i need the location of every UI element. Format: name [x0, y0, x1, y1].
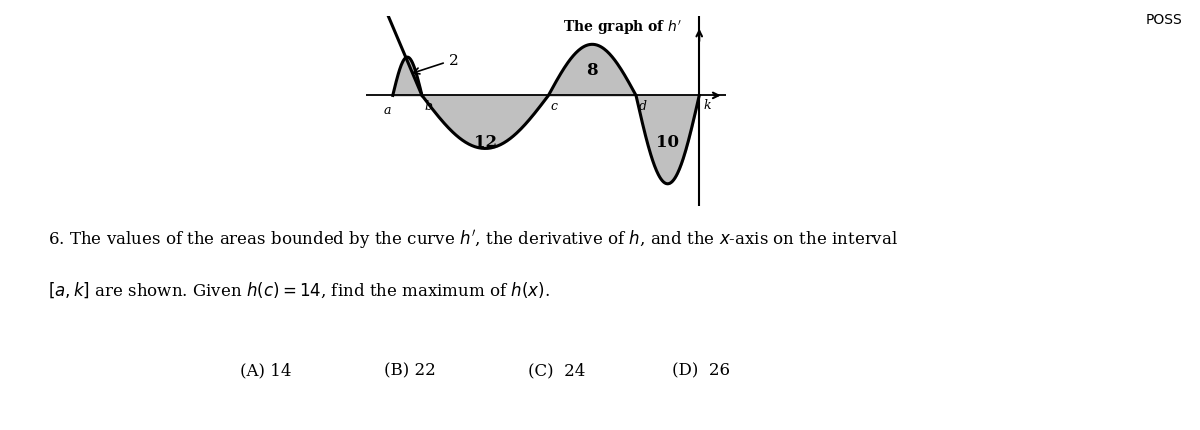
Text: 10: 10	[656, 134, 679, 150]
Text: The graph of $h'$: The graph of $h'$	[563, 18, 682, 37]
Text: (B) 22: (B) 22	[384, 361, 436, 378]
Text: k: k	[703, 98, 710, 111]
Text: (A) 14: (A) 14	[240, 361, 292, 378]
Text: 6. The values of the areas bounded by the curve $h'$, the derivative of $h$, and: 6. The values of the areas bounded by th…	[48, 228, 898, 251]
Text: (D)  26: (D) 26	[672, 361, 730, 378]
Text: a: a	[383, 104, 391, 117]
Text: POSS: POSS	[1145, 13, 1182, 27]
Text: 12: 12	[474, 134, 497, 150]
Text: 8: 8	[587, 62, 598, 79]
Text: 2: 2	[413, 54, 458, 75]
Text: c: c	[551, 100, 558, 113]
Text: (C)  24: (C) 24	[528, 361, 586, 378]
Text: $[a, k]$ are shown. Given $h(c) = 14$, find the maximum of $h(x)$.: $[a, k]$ are shown. Given $h(c) = 14$, f…	[48, 280, 550, 299]
Text: b: b	[425, 100, 432, 113]
Text: d: d	[638, 100, 647, 113]
